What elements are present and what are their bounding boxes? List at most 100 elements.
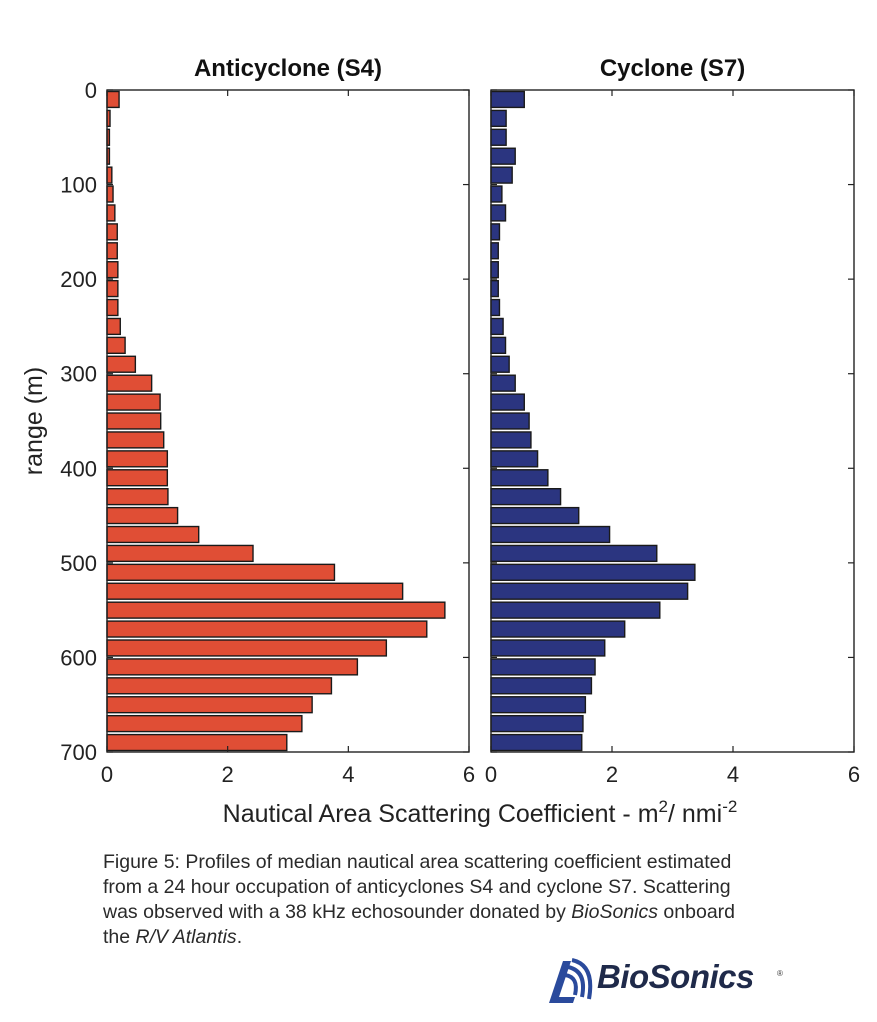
x-tick-label: 6 <box>848 762 860 787</box>
bar <box>106 620 428 638</box>
bar <box>106 431 165 449</box>
bar <box>490 733 583 752</box>
bar <box>490 185 503 203</box>
bar <box>490 412 530 430</box>
bar <box>106 601 446 619</box>
x-axis-label-text: / nmi <box>668 800 722 828</box>
bar <box>490 677 593 695</box>
y-tick-label: 100 <box>60 173 97 198</box>
bar <box>490 355 510 373</box>
bar <box>490 696 587 714</box>
bar <box>106 317 121 336</box>
bar <box>106 242 118 260</box>
biosonics-wave-icon <box>549 958 593 1003</box>
caption-text: the <box>103 926 136 948</box>
x-tick-label: 4 <box>342 762 354 787</box>
bar <box>106 90 120 109</box>
bar <box>106 166 113 184</box>
bar <box>490 450 539 468</box>
x-axis-label-superscript: 2 <box>659 797 668 816</box>
chart-title: Anticyclone (S4) <box>194 55 382 82</box>
bar <box>106 488 169 506</box>
bar <box>106 412 162 430</box>
x-tick-label: 2 <box>606 762 618 787</box>
bar <box>106 469 169 487</box>
bar <box>106 639 388 657</box>
bar <box>490 620 626 638</box>
bar <box>106 355 137 373</box>
bar <box>106 714 303 733</box>
caption-line-1: Figure 5: Profiles of median nautical ar… <box>103 851 732 873</box>
bar <box>490 563 696 581</box>
bar <box>490 166 513 184</box>
bar <box>106 506 179 525</box>
bar <box>490 90 525 109</box>
bar <box>490 393 525 411</box>
x-tick-label: 0 <box>485 762 497 787</box>
bar <box>106 279 119 298</box>
x-tick-label: 6 <box>463 762 475 787</box>
bar <box>106 336 126 354</box>
bar <box>106 374 153 392</box>
x-tick-label: 2 <box>222 762 234 787</box>
bar <box>490 147 516 165</box>
figure-caption: Figure 5: Profiles of median nautical ar… <box>103 850 853 950</box>
bar <box>490 639 606 657</box>
x-tick-label: 0 <box>101 762 113 787</box>
bar <box>490 128 507 146</box>
bar <box>490 109 507 128</box>
bar <box>490 506 580 525</box>
x-axis-label-text: Nautical Area Scattering Coefficient - m <box>223 800 659 828</box>
caption-text: was observed with a 38 kHz echosounder d… <box>103 901 572 923</box>
caption-text: onboard <box>658 901 735 923</box>
bar <box>490 544 658 563</box>
y-tick-label: 400 <box>60 456 97 481</box>
caption-line-2: from a 24 hour occupation of anticyclone… <box>103 876 731 898</box>
bar <box>490 601 661 619</box>
bar <box>106 582 404 600</box>
bar <box>106 185 114 203</box>
bar <box>106 393 161 411</box>
bar <box>490 374 516 392</box>
bar <box>106 261 119 279</box>
y-tick-label: 0 <box>85 78 97 103</box>
axes-frame <box>106 89 470 753</box>
caption-text: . <box>236 926 243 948</box>
biosonics-logo: BioSonics ® <box>545 955 795 1010</box>
y-tick-label: 200 <box>60 267 97 292</box>
x-axis-label-superscript: -2 <box>722 797 737 816</box>
logo-text: BioSonics <box>597 958 754 995</box>
bar <box>106 658 359 676</box>
bar <box>106 525 200 544</box>
bar <box>490 469 549 487</box>
bar <box>490 279 499 298</box>
bar <box>106 450 169 468</box>
y-axis-label: range (m) <box>20 367 48 475</box>
bar <box>106 733 288 752</box>
bar <box>490 317 504 336</box>
bar <box>490 488 562 506</box>
bar <box>490 223 501 241</box>
bar <box>490 582 689 600</box>
bar <box>490 298 501 317</box>
bar <box>106 677 333 695</box>
y-tick-label: 500 <box>60 551 97 576</box>
bar <box>490 658 596 676</box>
y-tick-label: 700 <box>60 740 97 765</box>
bar <box>106 298 119 317</box>
bar <box>490 336 507 354</box>
caption-line-3: was observed with a 38 kHz echosounder d… <box>103 900 853 925</box>
bar <box>490 714 584 733</box>
x-axis-label: Nautical Area Scattering Coefficient - m… <box>223 797 738 828</box>
caption-line-4: the R/V Atlantis. <box>103 925 853 950</box>
bar <box>106 563 336 581</box>
x-tick-label: 4 <box>727 762 739 787</box>
registered-mark: ® <box>777 969 783 978</box>
bar <box>490 261 499 279</box>
axes-frame <box>490 89 855 753</box>
bar <box>106 223 118 241</box>
bar <box>106 696 313 714</box>
caption-emphasis: BioSonics <box>571 901 659 923</box>
bar <box>106 544 254 563</box>
